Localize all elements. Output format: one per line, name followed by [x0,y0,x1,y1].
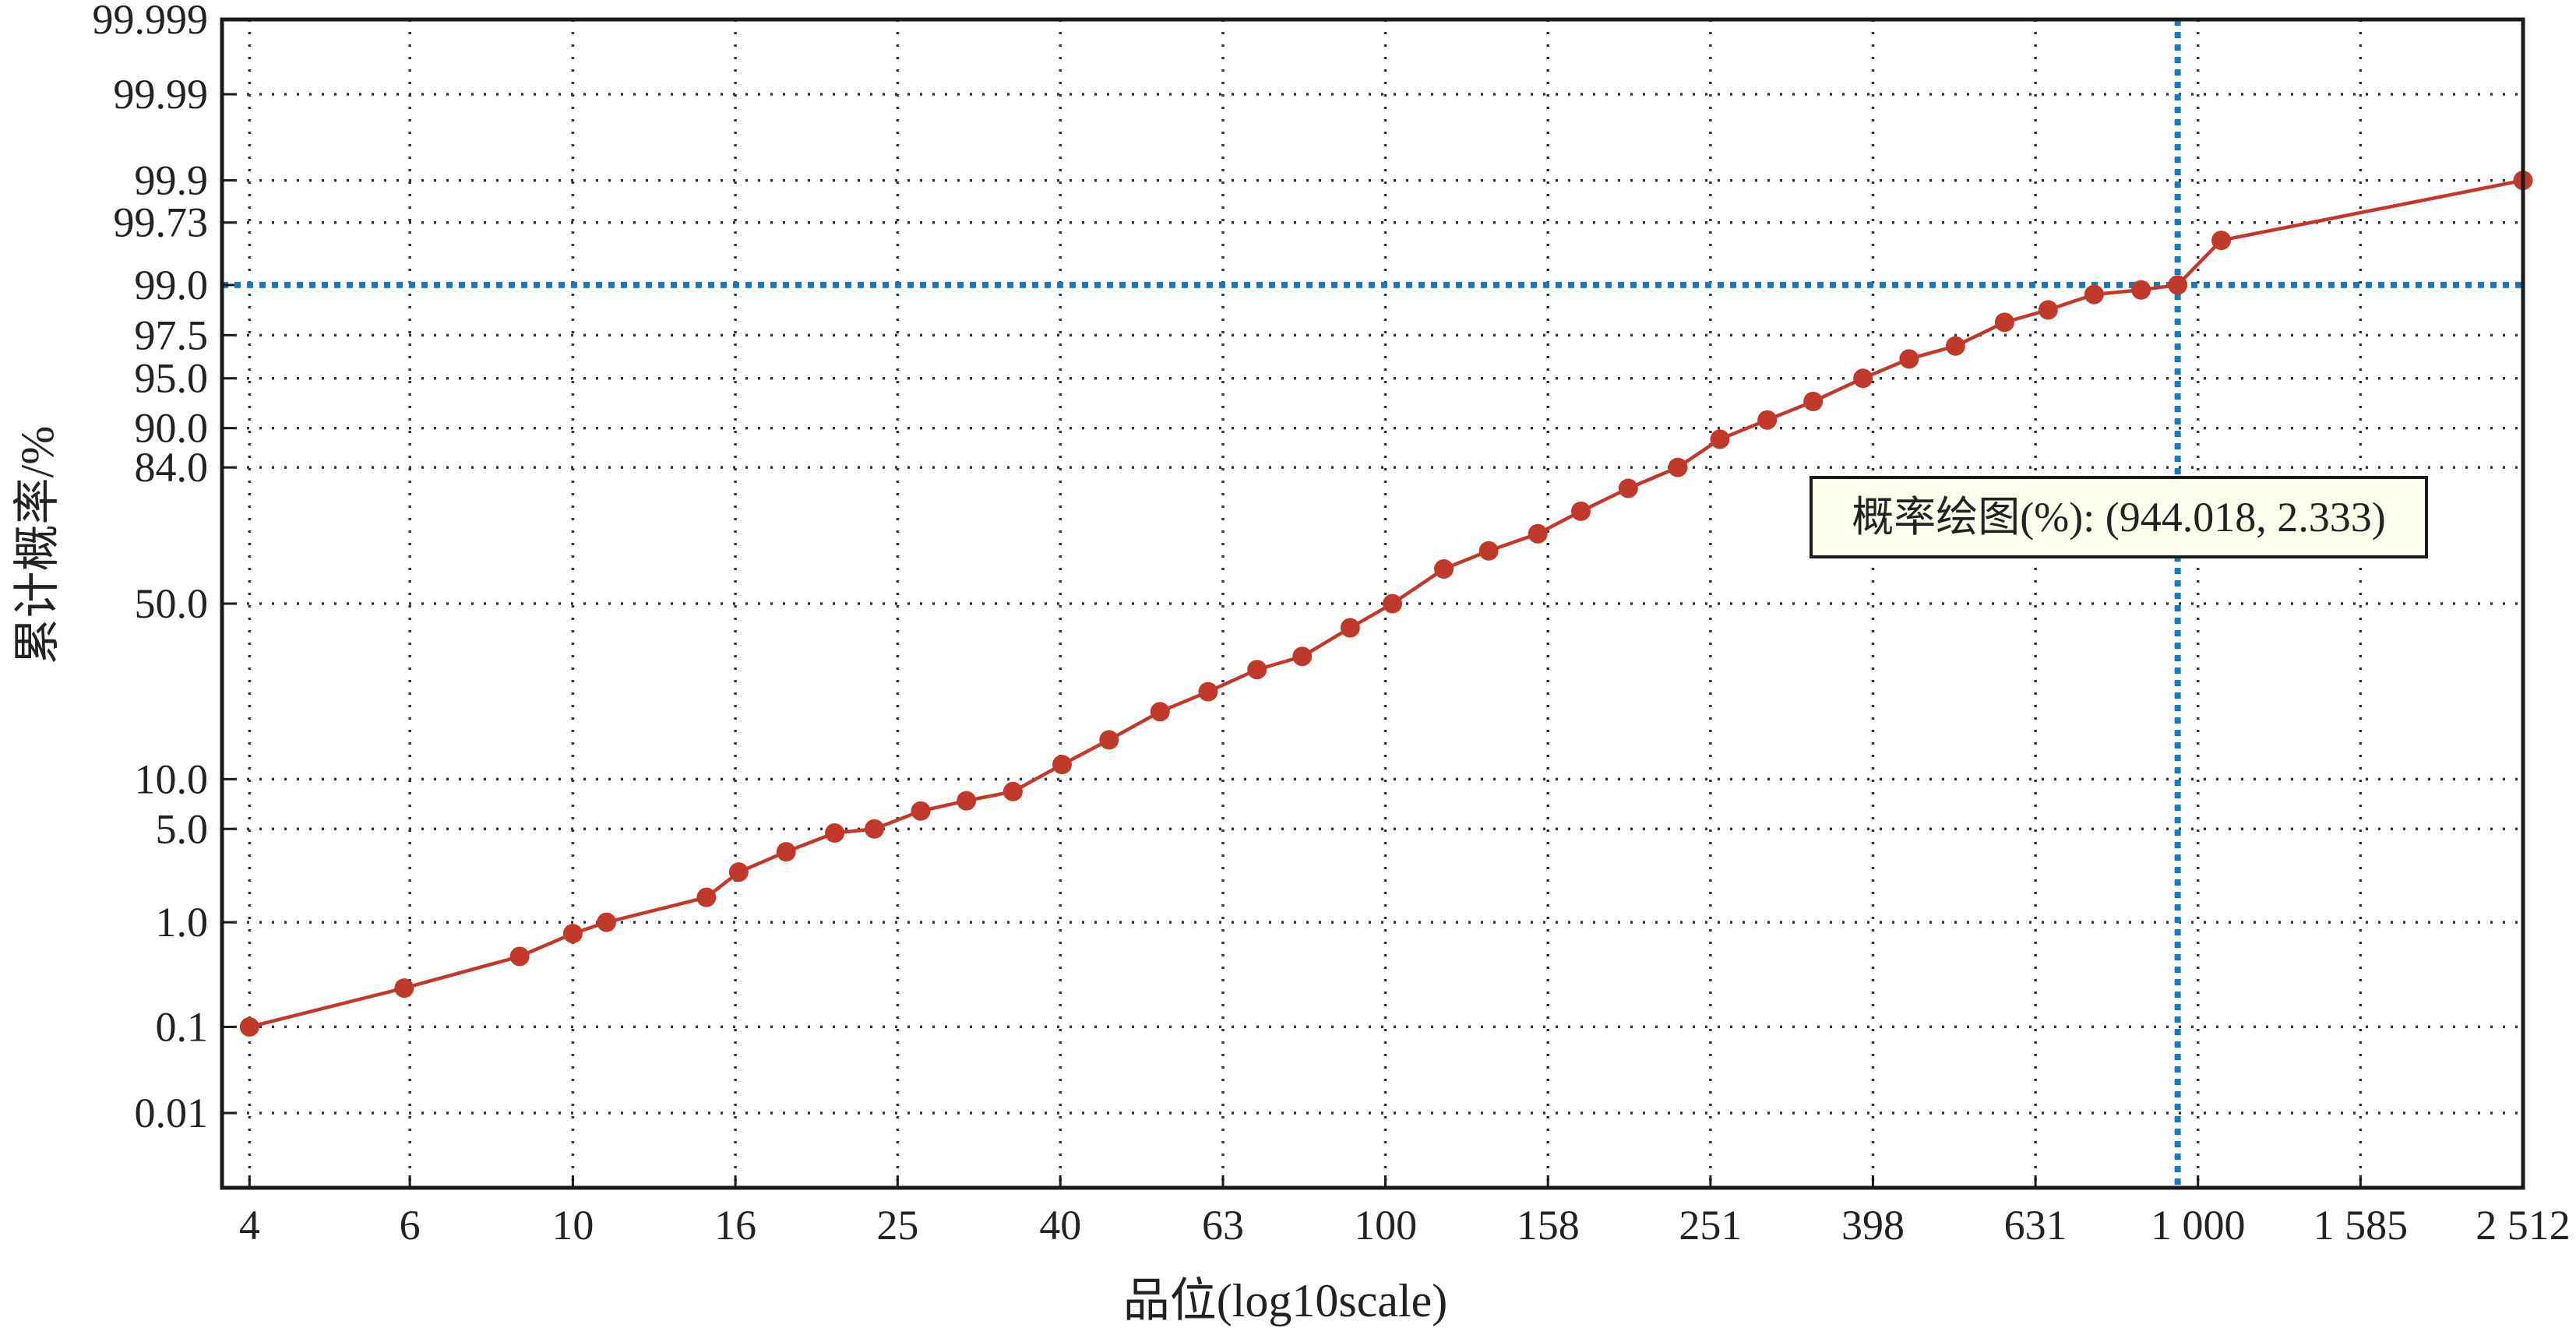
data-point [1099,730,1119,750]
x-tick-label: 100 [1354,1202,1417,1249]
data-point [1803,391,1824,411]
data-point [2084,284,2104,305]
data-point [728,862,749,882]
y-tick-label: 50.0 [135,580,209,627]
y-tick-label: 0.1 [156,1003,209,1050]
y-tick-label: 84.0 [135,444,209,491]
data-point [1853,368,1873,389]
annotation-box [1810,476,2428,558]
data-point [1668,457,1688,477]
data-point [1434,558,1454,579]
data-point [597,912,617,932]
x-tick-label: 10 [551,1202,594,1249]
x-tick-label: 63 [1202,1202,1244,1249]
data-point [1003,781,1023,801]
grid [222,19,2523,1188]
y-tick-label: 99.9 [135,157,209,204]
data-point [1478,541,1499,561]
x-tick-label: 158 [1517,1202,1580,1249]
tick-labels: 4 6 10 16 25 40 63 100 158 251 398 631 1 000 1 585 2 5… [93,0,2571,1249]
data-point [1198,682,1218,702]
y-tick-label: 1.0 [156,899,209,946]
data-point [1757,410,1778,430]
data-point [1052,755,1072,775]
y-axis-title: 累计概率/% [12,426,63,665]
x-tick-label: 631 [2004,1202,2067,1249]
y-tick-label: 10.0 [135,756,209,802]
data-point [239,1016,259,1037]
x-tick-label: 16 [714,1202,756,1249]
reference-lines [222,19,2523,1188]
data-point [1383,594,1403,614]
data-point [509,946,530,967]
x-tick-label: 40 [1039,1202,1081,1249]
data-point [776,842,796,862]
y-tick-label: 99.999 [93,0,209,43]
data-point [825,822,845,843]
data-point [1528,523,1548,544]
y-tick-label: 90.0 [135,405,209,452]
annotation: 概率绘图(%): (944.018, 2.333) [1810,476,2428,558]
data-point [1247,660,1267,680]
x-tick-label: 4 [239,1202,260,1249]
data-point [957,791,977,811]
data-point [2038,300,2058,320]
data-point [911,801,931,821]
y-tick-label: 95.0 [135,355,209,402]
x-axis-title: 品位(log10scale) [1123,1275,1448,1326]
series-line [248,178,2524,1029]
y-tick-label: 99.0 [135,262,209,308]
data-point [562,924,583,944]
data-point [2211,231,2232,251]
x-tick-label: 251 [1679,1202,1742,1249]
data-series [239,171,2533,1037]
data-point [1150,702,1170,722]
x-tick-label: 398 [1841,1202,1905,1249]
data-point [1945,336,1965,356]
y-tick-label: 5.0 [156,805,209,852]
data-point [1899,349,1919,369]
x-tick-label: 2 512 [2476,1202,2571,1249]
data-point [394,978,414,999]
data-point [1571,501,1591,521]
x-tick-label: 1 000 [2151,1202,2246,1249]
data-point [2168,275,2188,295]
y-tick-label: 99.99 [114,71,209,118]
data-point [1340,618,1360,638]
data-point [1710,429,1730,449]
x-tick-label: 1 585 [2313,1202,2409,1249]
y-tick-label: 99.73 [114,199,209,246]
data-point [1994,312,2014,333]
annotation-text: 概率绘图(%): (944.018, 2.333) [1852,494,2385,541]
data-point [696,887,717,907]
x-tick-label: 6 [400,1202,421,1249]
axes [220,17,2525,1190]
y-tick-label: 0.01 [135,1090,209,1136]
data-point [1292,646,1313,667]
data-point [2131,280,2151,300]
y-tick-label: 97.5 [135,312,209,358]
data-point [865,819,885,839]
x-tick-label: 25 [876,1202,918,1249]
data-point [1618,478,1638,498]
